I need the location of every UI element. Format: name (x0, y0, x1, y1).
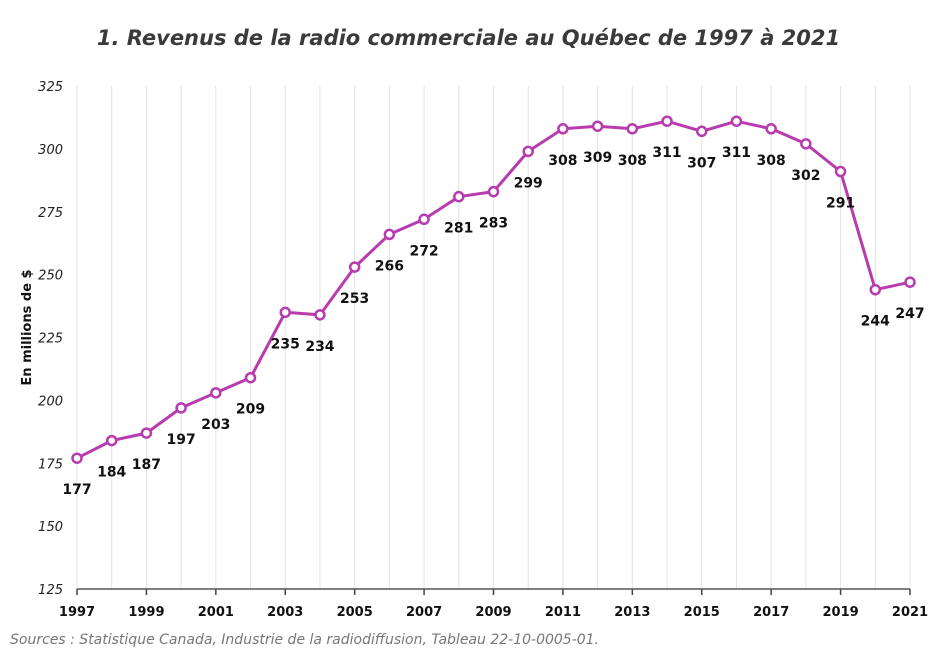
data-point-2004 (314, 309, 326, 321)
data-point-2013 (626, 123, 639, 135)
y-tick-label: 225 (38, 332, 63, 347)
data-label-1997: 177 (62, 482, 91, 498)
x-tick-label: 1999 (128, 605, 164, 620)
y-axis-ticks: 125 150 175 200 225 250 275 300 325 (38, 80, 63, 598)
data-point-2000 (175, 402, 187, 414)
data-point-1999 (140, 427, 153, 439)
data-point-1997 (71, 452, 83, 464)
data-point-2018 (800, 138, 812, 150)
data-label-2000: 197 (167, 432, 196, 448)
x-tick-label: 2005 (337, 605, 373, 620)
data-point-2001 (210, 387, 222, 399)
data-point-2003 (279, 306, 291, 319)
data-label-2011: 308 (548, 153, 577, 169)
data-point-2019 (834, 165, 847, 178)
data-labels: 177 184 187 197 203 209 235 234 253 266 272 281 283 2… (62, 145, 924, 498)
data-label-2020: 244 (861, 314, 890, 330)
x-tick-label: 2009 (475, 605, 511, 620)
data-label-2010: 299 (514, 175, 543, 191)
data-point-2015 (696, 125, 708, 138)
data-point-2007 (418, 213, 430, 226)
x-tick-label: 2015 (684, 605, 720, 620)
data-label-2002: 209 (236, 402, 265, 418)
x-tick-label: 1997 (59, 605, 95, 620)
data-label-2014: 311 (652, 145, 681, 161)
y-tick-label: 175 (38, 457, 63, 472)
data-label-2013: 308 (618, 153, 647, 169)
data-label-2015: 307 (687, 155, 716, 171)
data-label-2001: 203 (201, 417, 230, 433)
data-label-2009: 283 (479, 216, 508, 232)
data-point-2014 (661, 115, 673, 127)
data-label-2004: 234 (305, 339, 334, 355)
y-tick-label: 200 (38, 394, 63, 409)
data-point-2021 (904, 276, 916, 288)
x-tick-label: 2019 (822, 605, 858, 620)
y-tick-label: 250 (38, 269, 63, 284)
y-axis-label: En millions de $ (20, 269, 35, 385)
data-point-2017 (765, 123, 777, 135)
grid-lines (76, 86, 911, 589)
data-point-2016 (730, 115, 743, 127)
data-label-2012: 309 (583, 150, 612, 166)
data-point-2006 (383, 228, 396, 241)
data-point-2010 (522, 145, 534, 158)
data-points (71, 115, 916, 464)
data-point-2002 (244, 371, 257, 384)
data-point-1998 (105, 434, 118, 447)
data-point-2005 (348, 261, 361, 273)
source-note: Sources : Statistique Canada, Industrie … (10, 632, 600, 648)
data-label-2003: 235 (271, 336, 300, 352)
data-label-2005: 253 (340, 291, 369, 307)
data-label-2017: 308 (757, 153, 786, 169)
data-label-2016: 311 (722, 145, 751, 161)
data-label-2008: 281 (444, 221, 473, 237)
data-label-2018: 302 (791, 168, 820, 184)
data-label-1998: 184 (97, 465, 126, 481)
data-point-2011 (557, 123, 569, 135)
data-label-2019: 291 (826, 196, 855, 212)
x-tick-label: 2021 (892, 605, 928, 620)
x-axis-ticks: 1997 1999 2001 2003 2005 2007 2009 2011 2013 2015… (59, 589, 928, 620)
data-point-2012 (591, 120, 604, 132)
x-tick-label: 2017 (753, 605, 789, 620)
chart-title: 1. Revenus de la radio commerciale au Qu… (96, 26, 841, 50)
y-tick-label: 300 (38, 143, 63, 158)
x-tick-label: 2007 (406, 605, 442, 620)
y-tick-label: 125 (38, 583, 63, 598)
y-tick-label: 325 (38, 80, 63, 95)
data-point-2020 (869, 283, 882, 296)
y-tick-label: 275 (38, 206, 63, 221)
data-label-1999: 187 (132, 457, 161, 473)
data-label-2006: 266 (375, 258, 404, 274)
data-label-2021: 247 (895, 306, 924, 322)
y-tick-label: 150 (38, 520, 63, 535)
data-point-2008 (453, 190, 465, 203)
data-point-2009 (487, 185, 500, 198)
x-tick-label: 2003 (267, 605, 303, 620)
x-tick-label: 2011 (545, 605, 581, 620)
x-tick-label: 2001 (198, 605, 234, 620)
x-tick-label: 2013 (614, 605, 650, 620)
data-label-2007: 272 (409, 243, 438, 259)
